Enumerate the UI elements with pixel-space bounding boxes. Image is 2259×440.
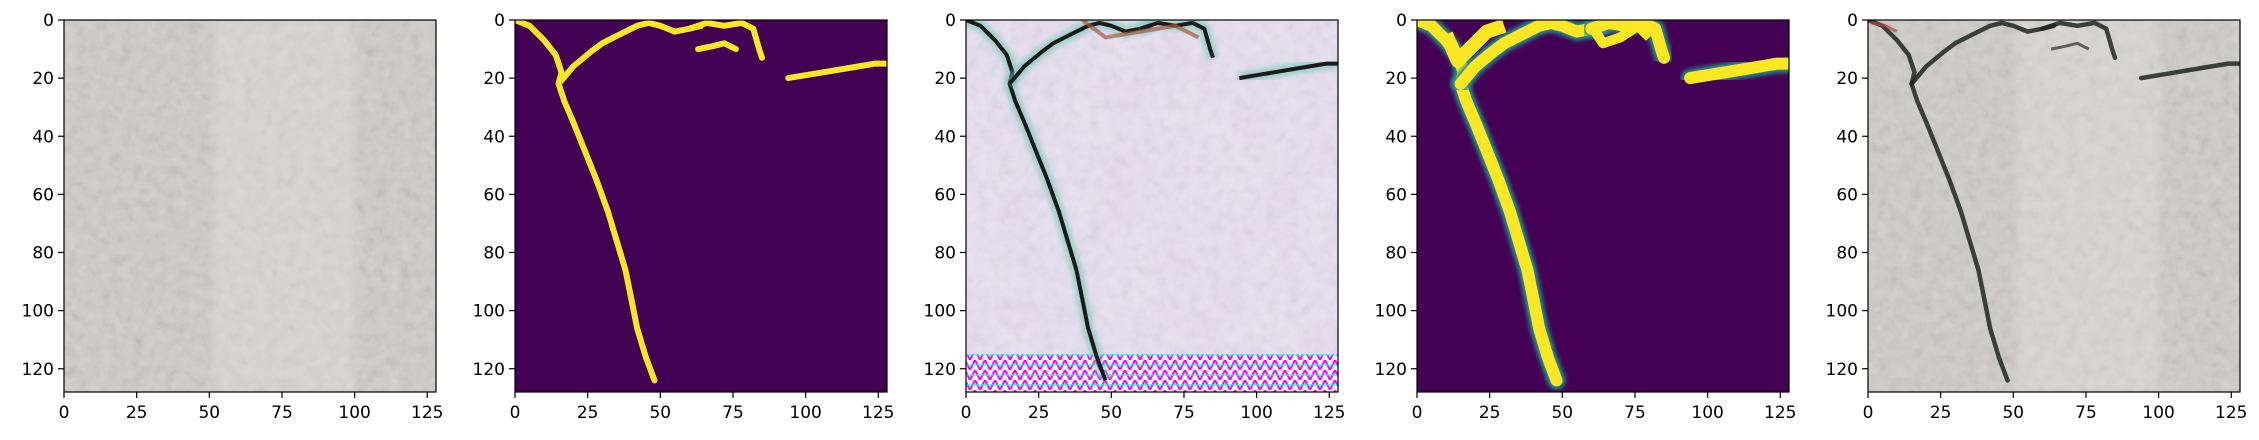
- x-tick-label: 125: [1313, 403, 1345, 423]
- y-tick-label: 100: [924, 302, 956, 322]
- axes-frame: [1867, 19, 2241, 393]
- panel-input-image: 0 25 50 75 100 125 0 20 40 60 80 100 120: [22, 11, 444, 423]
- x-tick-label: 75: [271, 403, 293, 423]
- x-tick-label: 125: [411, 403, 443, 423]
- x-tick-label: 100: [338, 403, 370, 423]
- y-tick-label: 20: [483, 69, 505, 89]
- x-tick-label: 125: [1764, 403, 1796, 423]
- x-tick-label: 0: [1863, 403, 1874, 423]
- y-tick-label: 80: [934, 244, 956, 264]
- y-tick-label: 40: [1385, 127, 1407, 147]
- x-tick-label: 50: [2002, 403, 2024, 423]
- y-tick-label: 100: [22, 302, 54, 322]
- y-tick-label: 120: [1375, 360, 1407, 380]
- x-tick-label: 0: [510, 403, 521, 423]
- y-tick-label: 40: [32, 127, 54, 147]
- y-tick-label: 80: [1836, 244, 1858, 264]
- x-tick-label: 50: [1551, 403, 1573, 423]
- y-tick-label: 20: [1385, 69, 1407, 89]
- y-tick-label: 0: [945, 11, 956, 31]
- x-tick-label: 25: [126, 403, 148, 423]
- x-tick-label: 100: [2142, 403, 2174, 423]
- y-tick-label: 20: [934, 69, 956, 89]
- x-tick-label: 100: [1240, 403, 1272, 423]
- y-tick-label: 80: [483, 244, 505, 264]
- y-tick-label: 20: [32, 69, 54, 89]
- x-tick-label: 25: [1479, 403, 1501, 423]
- x-tick-label: 125: [2215, 403, 2247, 423]
- y-tick-label: 60: [483, 185, 505, 205]
- y-tick-label: 120: [473, 360, 505, 380]
- crack-mask-icon: [1417, 20, 1789, 392]
- panel-generated-image: 0 25 50 75 100 125 0 20 40 60 80 100 120: [924, 11, 1346, 423]
- y-tick-label: 0: [43, 11, 54, 31]
- panel-composited-image: 0 25 50 75 100 125 0 20 40 60 80 100 120: [1826, 11, 2248, 423]
- y-tick-label: 100: [473, 302, 505, 322]
- y-tick-label: 0: [494, 11, 505, 31]
- y-tick-label: 0: [1396, 11, 1407, 31]
- x-tick-label: 0: [59, 403, 70, 423]
- y-tick-label: 100: [1826, 302, 1858, 322]
- y-tick-label: 60: [1836, 185, 1858, 205]
- y-tick-label: 40: [483, 127, 505, 147]
- y-tick-label: 40: [934, 127, 956, 147]
- y-tick-label: 120: [924, 360, 956, 380]
- axes-frame: [63, 19, 437, 393]
- x-tick-label: 25: [577, 403, 599, 423]
- x-tick-label: 25: [1930, 403, 1952, 423]
- axes-frame: [965, 19, 1339, 393]
- x-tick-label: 75: [1173, 403, 1195, 423]
- y-tick-label: 0: [1847, 11, 1858, 31]
- x-tick-label: 75: [1624, 403, 1646, 423]
- x-tick-label: 0: [961, 403, 972, 423]
- gan-output-icon: [966, 20, 1338, 392]
- y-tick-label: 80: [32, 244, 54, 264]
- x-tick-label: 100: [789, 403, 821, 423]
- x-tick-label: 50: [1100, 403, 1122, 423]
- y-tick-label: 20: [1836, 69, 1858, 89]
- axes-frame: [1416, 19, 1790, 393]
- x-tick-label: 50: [198, 403, 220, 423]
- y-tick-label: 40: [1836, 127, 1858, 147]
- x-tick-label: 0: [1412, 403, 1423, 423]
- y-tick-label: 60: [32, 185, 54, 205]
- x-tick-label: 50: [649, 403, 671, 423]
- x-tick-label: 75: [722, 403, 744, 423]
- y-tick-label: 60: [1385, 185, 1407, 205]
- y-tick-label: 60: [934, 185, 956, 205]
- y-tick-label: 120: [1826, 360, 1858, 380]
- x-tick-label: 75: [2075, 403, 2097, 423]
- concrete-crack-icon: [1868, 20, 2240, 392]
- x-tick-label: 25: [1028, 403, 1050, 423]
- y-tick-label: 120: [22, 360, 54, 380]
- x-tick-label: 100: [1691, 403, 1723, 423]
- panel-predicted-mask: 0 25 50 75 100 125 0 20 40 60 80 100 120: [1375, 11, 1797, 423]
- x-tick-label: 125: [862, 403, 894, 423]
- panel-ground-truth: 0 25 50 75 100 125 0 20 40 60 80 100 120: [473, 11, 895, 423]
- crack-mask-icon: [515, 20, 887, 392]
- axes-frame: [514, 19, 888, 393]
- concrete-texture-icon: [64, 20, 436, 392]
- y-tick-label: 80: [1385, 244, 1407, 264]
- y-tick-label: 100: [1375, 302, 1407, 322]
